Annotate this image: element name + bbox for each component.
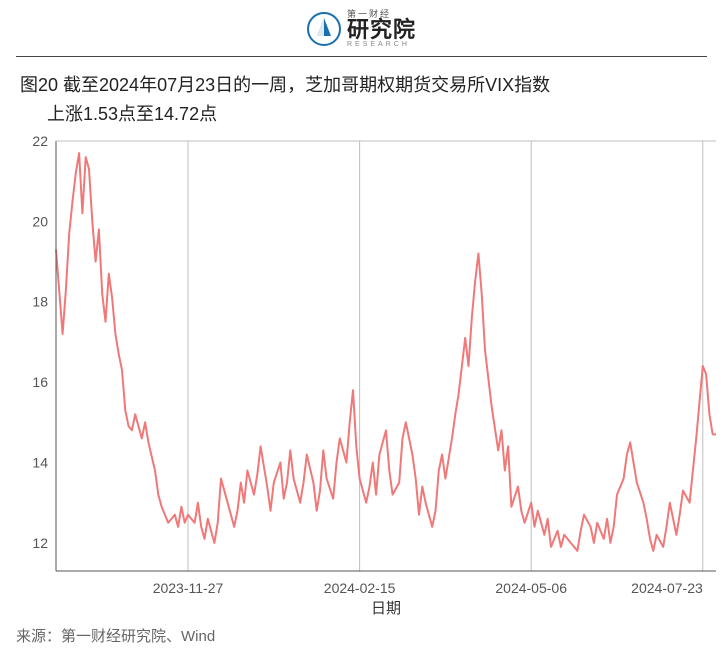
header: 第一财经 研究院 RESEARCH	[0, 0, 723, 56]
chart-title-line2: 上涨1.53点至14.72点	[20, 100, 703, 129]
svg-text:14: 14	[32, 454, 48, 470]
svg-text:日期: 日期	[371, 600, 401, 617]
chart-title: 图20 截至2024年07月23日的一周，芝加哥期权期货交易所VIX指数 上涨1…	[0, 71, 723, 129]
svg-text:16: 16	[32, 374, 48, 390]
source-text: 来源：第一财经研究院、Wind	[0, 619, 723, 656]
yicai-logo-icon	[307, 12, 341, 46]
svg-text:20: 20	[32, 213, 48, 229]
svg-text:18: 18	[32, 293, 48, 309]
svg-text:22: 22	[32, 133, 48, 149]
logo: 第一财经 研究院 RESEARCH	[307, 10, 416, 48]
svg-text:2023-11-27: 2023-11-27	[153, 580, 224, 596]
svg-text:2024-02-15: 2024-02-15	[324, 580, 396, 596]
svg-text:12: 12	[32, 534, 48, 550]
svg-text:2024-05-06: 2024-05-06	[495, 580, 567, 596]
vix-chart-svg: 12 14 16 18 20 22 2023-11-27 2024-02-15 2024-05-…	[16, 133, 723, 619]
vix-chart: 12 14 16 18 20 22 2023-11-27 2024-02-15 2024-05-…	[0, 129, 723, 619]
logo-sub-text: RESEARCH	[347, 41, 416, 48]
logo-text: 第一财经 研究院 RESEARCH	[347, 10, 416, 48]
logo-big-text: 研究院	[347, 19, 416, 41]
header-divider	[16, 56, 707, 57]
svg-text:2024-07-23: 2024-07-23	[631, 580, 703, 596]
chart-title-line1: 图20 截至2024年07月23日的一周，芝加哥期权期货交易所VIX指数	[20, 71, 703, 100]
